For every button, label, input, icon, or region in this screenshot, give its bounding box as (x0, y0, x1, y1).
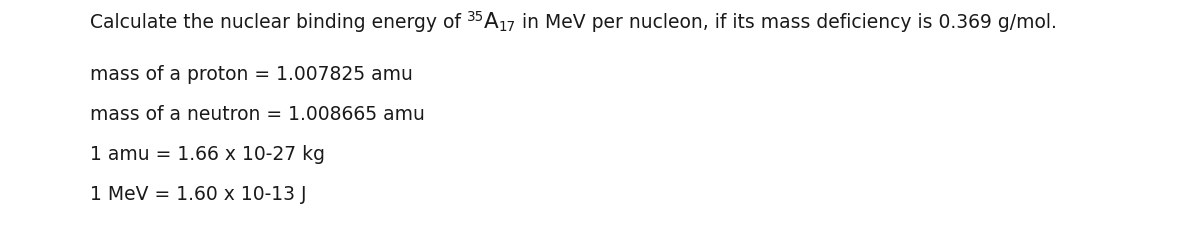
Text: A: A (484, 12, 499, 32)
Text: Calculate the nuclear binding energy of: Calculate the nuclear binding energy of (90, 13, 467, 32)
Text: 17: 17 (499, 20, 516, 34)
Text: 1 MeV = 1.60 x 10-13 J: 1 MeV = 1.60 x 10-13 J (90, 185, 306, 204)
Text: mass of a proton = 1.007825 amu: mass of a proton = 1.007825 amu (90, 65, 413, 84)
Text: 35: 35 (467, 10, 484, 24)
Text: 1 amu = 1.66 x 10-27 kg: 1 amu = 1.66 x 10-27 kg (90, 145, 325, 164)
Text: in MeV per nucleon, if its mass deficiency is 0.369 g/mol.: in MeV per nucleon, if its mass deficien… (516, 13, 1057, 32)
Text: mass of a neutron = 1.008665 amu: mass of a neutron = 1.008665 amu (90, 105, 425, 124)
